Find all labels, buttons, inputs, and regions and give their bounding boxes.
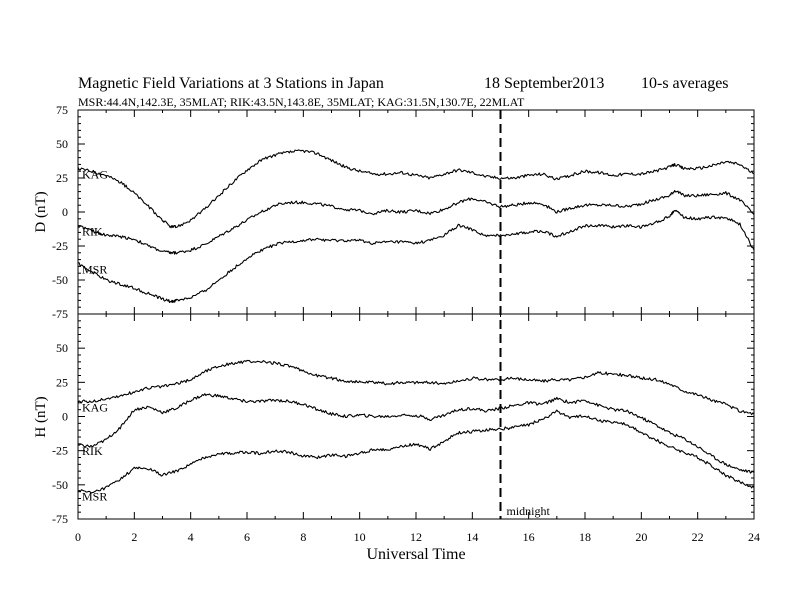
y-tick-label: 25 <box>56 171 68 185</box>
y-tick-label: 25 <box>56 375 68 389</box>
midnight-marker-label: midnight <box>507 504 551 518</box>
y-tick-label: 50 <box>56 137 68 151</box>
x-tick-label: 4 <box>188 530 194 544</box>
series-label-msr-d: MSR <box>82 263 107 277</box>
series-label-kag-d: KAG <box>82 167 108 181</box>
chart-date: 18 September2013 <box>484 75 604 92</box>
stations-info: MSR:44.4N,142.3E, 35MLAT; RIK:43.5N,143.… <box>78 95 525 109</box>
series-line-kag-d <box>77 149 755 229</box>
x-tick-label: 10 <box>354 530 366 544</box>
y-tick-label: -25 <box>52 444 68 458</box>
chart-averaging: 10-s averages <box>641 75 729 92</box>
y-tick-label: 0 <box>62 205 68 219</box>
x-tick-label: 24 <box>748 530 760 544</box>
y-axis-label-d: D (nT) <box>33 191 49 232</box>
y-tick-label: -75 <box>52 307 68 321</box>
series-line-rik-d <box>77 189 755 255</box>
series-label-rik-d: RIK <box>82 225 103 239</box>
x-tick-label: 18 <box>579 530 591 544</box>
x-tick-label: 8 <box>300 530 306 544</box>
x-tick-label: 0 <box>75 530 81 544</box>
y-tick-label: 0 <box>62 410 68 424</box>
y-axis-label-h: H (nT) <box>33 396 49 437</box>
x-tick-label: 2 <box>131 530 137 544</box>
series-line-msr-d <box>77 209 755 304</box>
series-label-rik-h: RIK <box>82 444 103 458</box>
y-tick-label: -50 <box>52 273 68 287</box>
y-tick-label: -75 <box>52 512 68 526</box>
series-line-rik-h <box>77 393 755 474</box>
y-tick-label: 50 <box>56 341 68 355</box>
chart-title: Magnetic Field Variations at 3 Stations … <box>78 75 384 92</box>
y-tick-label: -50 <box>52 478 68 492</box>
x-tick-label: 6 <box>244 530 250 544</box>
y-tick-label: -25 <box>52 239 68 253</box>
x-tick-label: 16 <box>523 530 535 544</box>
x-axis-label: Universal Time <box>366 546 465 563</box>
series-label-msr-h: MSR <box>82 489 107 503</box>
plot-frame-h <box>77 313 755 520</box>
x-tick-label: 12 <box>410 530 422 544</box>
series-line-kag-h <box>77 359 755 416</box>
x-tick-label: 14 <box>466 530 478 544</box>
x-tick-label: 22 <box>692 530 704 544</box>
series-label-kag-h: KAG <box>82 400 108 414</box>
plot-frame-d <box>77 109 755 315</box>
x-tick-label: 20 <box>635 530 647 544</box>
series-line-msr-h <box>77 409 755 494</box>
y-tick-label: 75 <box>56 103 68 117</box>
